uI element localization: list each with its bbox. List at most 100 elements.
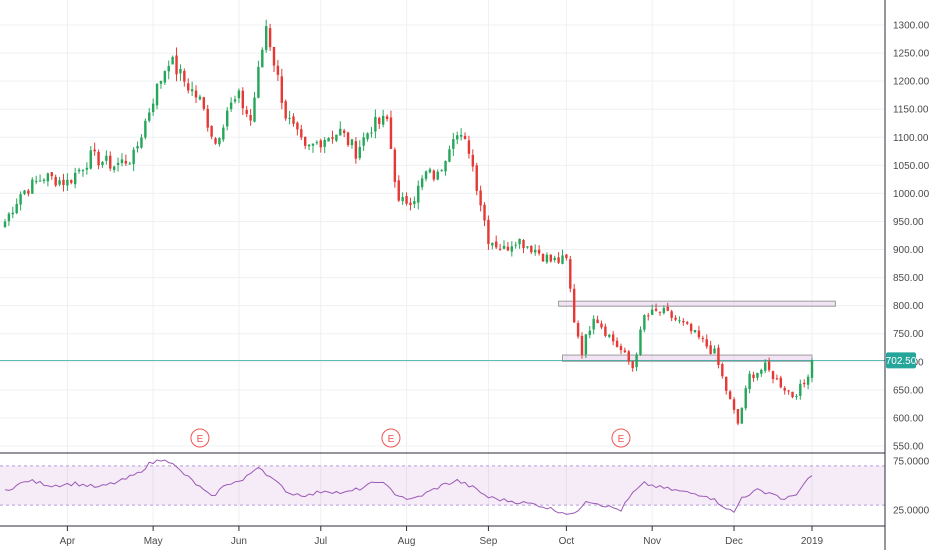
candle[interactable] (183, 68, 186, 87)
candle[interactable] (112, 165, 116, 173)
candle[interactable] (584, 333, 588, 359)
candle[interactable] (311, 143, 315, 153)
candle[interactable] (190, 81, 194, 97)
candle[interactable] (654, 303, 658, 312)
candle[interactable] (46, 172, 50, 187)
candle[interactable] (635, 352, 638, 372)
candle[interactable] (627, 349, 630, 365)
candle[interactable] (799, 379, 802, 400)
candle[interactable] (62, 173, 65, 192)
candle[interactable] (34, 175, 38, 185)
candle[interactable] (167, 60, 170, 80)
candle[interactable] (335, 134, 338, 143)
candle[interactable] (510, 241, 514, 257)
candle[interactable] (370, 126, 373, 138)
candle[interactable] (748, 370, 751, 394)
candle[interactable] (171, 55, 174, 65)
candle[interactable] (89, 146, 92, 170)
candle[interactable] (806, 374, 810, 390)
candle[interactable] (436, 169, 439, 181)
candle[interactable] (378, 116, 381, 130)
candle[interactable] (136, 141, 139, 153)
candle[interactable] (448, 145, 451, 163)
candle[interactable] (81, 168, 85, 177)
candle[interactable] (409, 197, 412, 211)
candle[interactable] (456, 131, 459, 145)
candle[interactable] (401, 192, 404, 205)
candle[interactable] (432, 169, 436, 182)
earnings-event-marker[interactable]: E (381, 428, 401, 448)
candle[interactable] (658, 311, 662, 316)
candle[interactable] (233, 95, 237, 104)
candle[interactable] (362, 132, 365, 151)
candle[interactable] (420, 175, 424, 191)
candle[interactable] (479, 185, 482, 212)
candle[interactable] (132, 147, 135, 172)
candle[interactable] (15, 198, 18, 215)
candle[interactable] (678, 316, 681, 324)
candle[interactable] (288, 110, 291, 125)
candle[interactable] (253, 91, 256, 123)
candle[interactable] (358, 140, 361, 161)
candle[interactable] (264, 19, 268, 53)
candle[interactable] (518, 238, 521, 249)
candle[interactable] (569, 255, 572, 293)
candle[interactable] (537, 245, 541, 256)
candle[interactable] (19, 191, 22, 211)
candle[interactable] (315, 140, 319, 145)
candle[interactable] (280, 68, 284, 110)
candle[interactable] (226, 107, 229, 131)
candle[interactable] (93, 142, 96, 156)
candle[interactable] (385, 114, 389, 122)
candle[interactable] (670, 309, 673, 322)
candle[interactable] (151, 98, 155, 116)
rsi-line[interactable] (4, 459, 813, 515)
candle[interactable] (206, 104, 209, 132)
candle[interactable] (54, 174, 57, 188)
candle[interactable] (760, 368, 763, 377)
candle[interactable] (604, 323, 607, 338)
candle[interactable] (557, 252, 560, 265)
candle[interactable] (561, 249, 564, 265)
candle[interactable] (120, 153, 124, 167)
candle[interactable] (615, 337, 619, 348)
candle[interactable] (148, 108, 151, 123)
earnings-event-marker[interactable]: E (190, 428, 210, 448)
candle[interactable] (261, 47, 264, 68)
candle[interactable] (77, 167, 81, 174)
candle[interactable] (783, 386, 786, 395)
candle[interactable] (284, 99, 287, 121)
candle[interactable] (697, 325, 701, 340)
candle[interactable] (11, 206, 15, 219)
candle[interactable] (296, 121, 299, 136)
candle[interactable] (116, 157, 120, 172)
candle[interactable] (752, 371, 755, 382)
candle[interactable] (736, 408, 740, 426)
candle[interactable] (533, 244, 537, 256)
candle[interactable] (424, 170, 428, 182)
candle[interactable] (588, 325, 591, 339)
candle[interactable] (600, 320, 603, 330)
candle[interactable] (514, 241, 517, 249)
candle[interactable] (682, 318, 685, 326)
candle[interactable] (38, 174, 42, 182)
candle[interactable] (619, 343, 623, 355)
candle[interactable] (487, 215, 490, 250)
candle[interactable] (413, 196, 416, 209)
candle[interactable] (202, 96, 206, 111)
candle[interactable] (662, 305, 666, 315)
candle[interactable] (802, 379, 806, 388)
candle[interactable] (155, 83, 159, 110)
candle[interactable] (7, 212, 11, 226)
candle[interactable] (3, 219, 7, 229)
candle[interactable] (179, 64, 182, 81)
candle[interactable] (140, 134, 143, 149)
candle[interactable] (686, 320, 689, 325)
candle[interactable] (643, 314, 646, 333)
candle[interactable] (725, 376, 728, 395)
candle[interactable] (397, 175, 400, 202)
candle[interactable] (611, 330, 615, 346)
candle[interactable] (721, 362, 724, 379)
